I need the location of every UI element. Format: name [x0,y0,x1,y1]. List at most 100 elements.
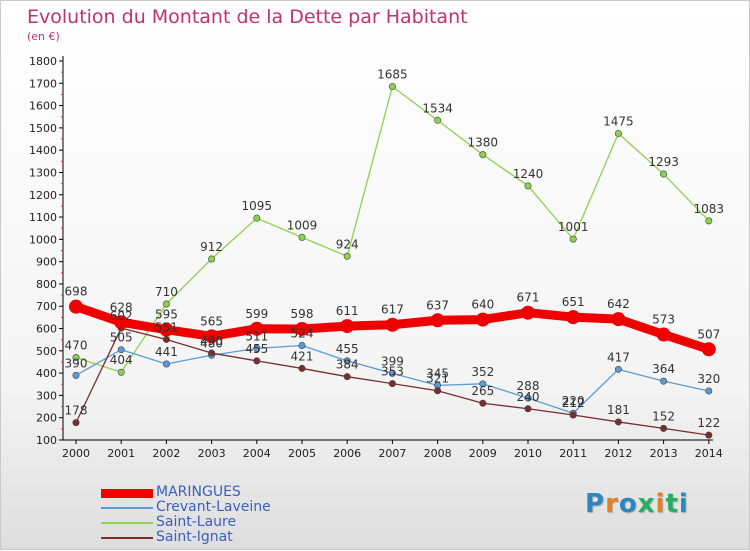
data-label: 671 [517,291,540,305]
data-point [434,387,442,395]
data-label: 399 [381,354,404,368]
data-label: 1685 [377,68,408,82]
data-point [72,419,80,427]
x-tick-label: 2010 [514,447,542,460]
data-point [295,321,309,336]
data-label: 390 [65,356,88,370]
chart-subtitle: (en €) [27,30,60,43]
x-tick-label: 2005 [288,447,316,460]
data-point [162,360,170,368]
data-label: 651 [562,295,585,309]
x-tick-label: 2013 [650,447,678,460]
data-point [117,346,125,354]
data-label: 1475 [603,114,634,128]
data-label: 1001 [558,220,589,234]
data-label: 1534 [422,101,453,115]
y-tick-label: 700 [36,300,57,313]
data-point [705,387,713,395]
data-point [569,411,577,419]
y-tick-label: 100 [36,434,57,447]
data-label: 240 [517,390,540,404]
data-point [208,349,216,357]
data-point [343,252,351,260]
logo-letter: r [605,489,619,519]
data-point [614,365,622,373]
data-point [660,424,668,432]
y-tick-label: 1400 [29,144,57,157]
data-point [249,321,264,336]
logo-letter: P [585,489,606,519]
x-tick-label: 2007 [378,447,406,460]
data-point [208,255,216,263]
data-point [204,329,219,344]
data-point [298,233,306,241]
data-label: 599 [245,307,268,321]
data-label: 288 [517,379,540,393]
y-tick-label: 1200 [29,189,57,202]
data-label: 524 [291,326,314,340]
data-label: 212 [562,396,585,410]
data-label: 441 [155,345,178,359]
x-tick-label: 2003 [198,447,226,460]
data-label: 384 [336,358,359,372]
legend-swatch [101,488,153,498]
data-point [430,313,445,328]
data-label: 178 [65,404,88,418]
data-label: 455 [245,342,268,356]
data-point [253,344,261,352]
x-tick-label: 2000 [62,447,90,460]
data-label: 181 [607,403,630,417]
data-point [162,300,170,308]
y-tick-label: 300 [36,389,57,402]
data-point [114,315,129,330]
y-tick-label: 1500 [29,122,57,135]
data-point [660,377,668,385]
y-tick-label: 900 [36,256,57,269]
data-point [479,151,487,159]
data-point [656,327,671,342]
logo-letter: i [678,489,689,519]
data-label: 551 [155,320,178,334]
data-point [117,368,125,376]
data-point [569,235,577,243]
data-label: 642 [607,297,630,311]
data-point [660,170,668,178]
data-point [388,380,396,388]
data-label: 611 [336,304,359,318]
legend-item: MARINGUES [101,484,361,501]
x-tick-label: 2004 [243,447,271,460]
data-point [388,83,396,91]
data-label: 1380 [468,136,499,150]
logo-letter: o [618,489,638,519]
y-tick-label: 400 [36,367,57,380]
y-tick-label: 1000 [29,233,57,246]
data-label: 352 [471,365,494,379]
y-tick-label: 1100 [29,211,57,224]
data-point [162,335,170,343]
data-point [705,431,713,439]
legend-swatch [101,537,153,539]
data-point [388,369,396,377]
x-tick-label: 2014 [695,447,723,460]
data-point [701,342,716,357]
data-label: 507 [697,327,720,341]
legend-label: Saint-Ignat [156,529,233,545]
logo-letter: x [637,489,656,519]
logo-letter: t [665,489,679,519]
data-point [69,299,83,314]
data-point [475,312,490,327]
data-label: 421 [291,349,314,363]
legend-label: Saint-Laure [156,514,237,530]
data-point [253,214,261,222]
data-point [524,182,532,190]
data-label: 480 [200,336,223,350]
data-label: 470 [65,339,88,353]
data-label: 573 [652,313,675,327]
chart-title: Evolution du Montant de la Dette par Hab… [27,6,468,28]
data-label: 404 [110,353,133,367]
x-tick-label: 2011 [559,447,587,460]
data-label: 698 [65,285,88,299]
data-label: 320 [697,372,720,386]
